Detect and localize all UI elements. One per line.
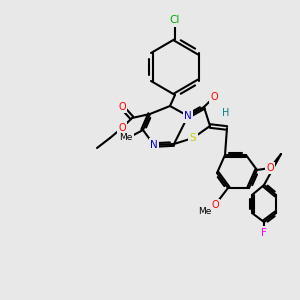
Text: N: N bbox=[150, 140, 158, 150]
Text: O: O bbox=[211, 200, 219, 210]
Text: Me: Me bbox=[119, 134, 133, 142]
Text: O: O bbox=[118, 102, 126, 112]
Text: Cl: Cl bbox=[170, 15, 180, 25]
Text: S: S bbox=[190, 133, 196, 143]
Text: Me: Me bbox=[198, 208, 212, 217]
Text: H: H bbox=[222, 108, 230, 118]
Text: F: F bbox=[261, 228, 267, 238]
Text: O: O bbox=[118, 123, 126, 133]
Text: N: N bbox=[184, 111, 192, 121]
Text: O: O bbox=[266, 163, 274, 173]
Text: O: O bbox=[210, 92, 218, 102]
